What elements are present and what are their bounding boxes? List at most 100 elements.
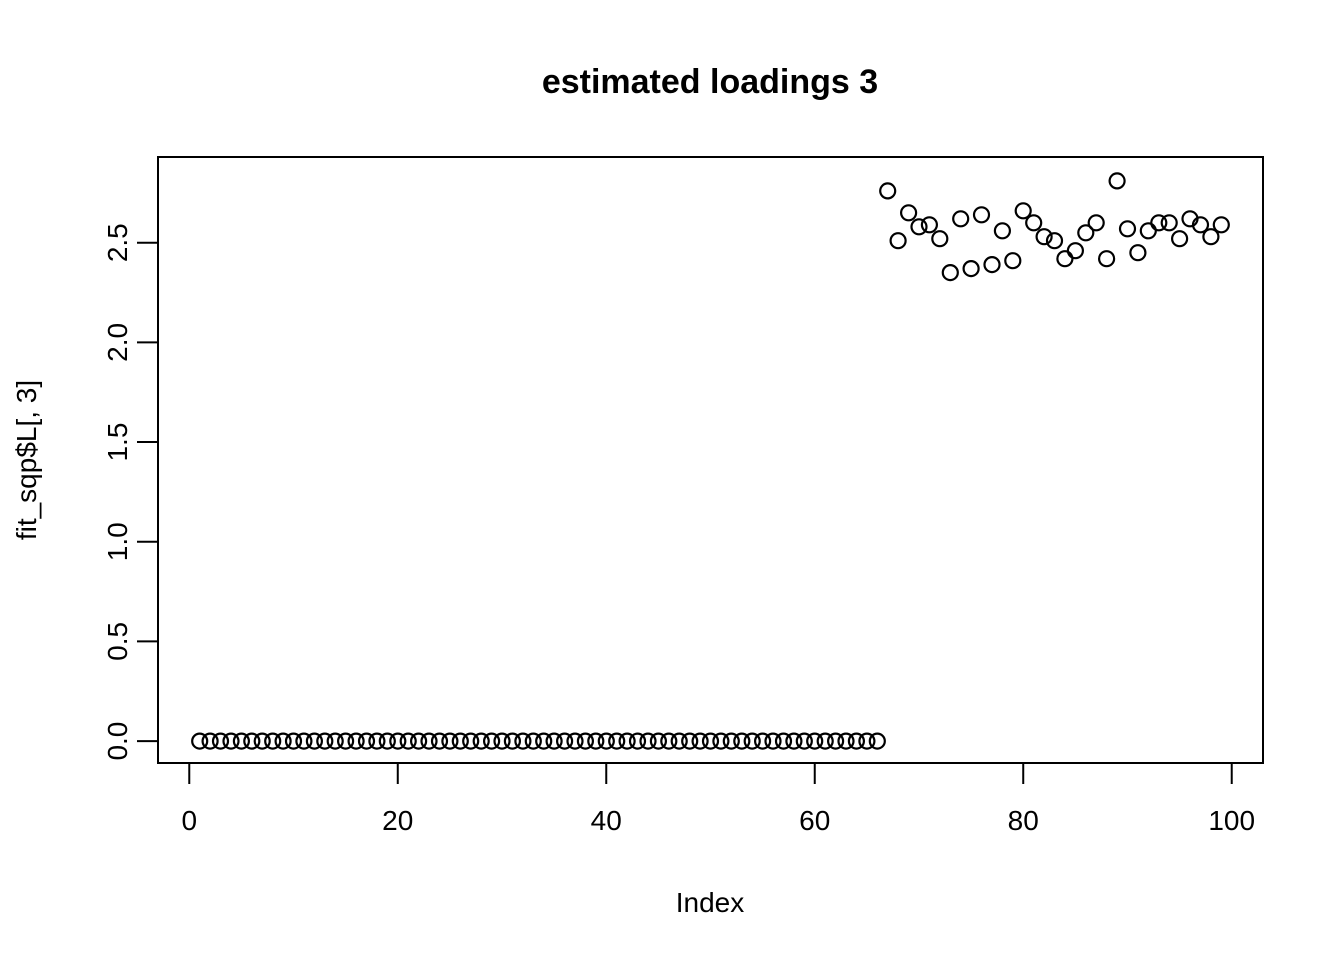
- data-point: [222, 732, 240, 750]
- data-point: [618, 732, 636, 750]
- y-axis-label: fit_sqp$L[, 3]: [11, 380, 42, 540]
- data-point: [962, 260, 980, 278]
- data-point: [649, 732, 668, 750]
- data-point: [1035, 228, 1053, 246]
- data-point: [733, 732, 751, 750]
- data-point: [347, 732, 365, 750]
- data-point: [555, 732, 574, 750]
- x-tick-label: 20: [382, 805, 413, 836]
- data-point: [952, 210, 970, 228]
- data-point: [472, 732, 490, 750]
- data-point: [264, 732, 282, 750]
- data-point: [712, 732, 730, 750]
- data-point: [753, 732, 772, 750]
- data-point: [201, 732, 219, 750]
- data-point: [587, 732, 605, 750]
- plot-title: estimated loadings 3: [542, 63, 878, 101]
- data-point: [316, 732, 334, 750]
- data-point: [691, 732, 709, 750]
- data-point: [774, 732, 793, 750]
- data-point: [1025, 214, 1043, 232]
- data-point: [899, 204, 918, 222]
- data-point: [806, 732, 824, 750]
- data-point: [1212, 216, 1230, 234]
- data-point: [910, 218, 928, 236]
- plot-area: [157, 156, 1264, 764]
- data-point: [326, 732, 344, 750]
- data-point: [305, 732, 323, 750]
- x-tick-label: 80: [1008, 805, 1039, 836]
- data-point: [879, 182, 897, 200]
- data-point: [597, 732, 615, 750]
- y-tick-label: 0.5: [102, 622, 133, 661]
- data-point: [483, 732, 501, 750]
- data-point: [566, 732, 584, 750]
- data-point: [243, 732, 261, 750]
- data-point: [628, 732, 647, 750]
- data-point: [389, 732, 407, 750]
- data-point: [1160, 214, 1178, 232]
- y-tick-label: 2.5: [102, 223, 133, 262]
- data-point: [1118, 220, 1137, 238]
- data-point: [1129, 244, 1147, 262]
- data-point: [545, 732, 563, 750]
- data-point: [972, 206, 991, 224]
- data-point: [462, 732, 480, 750]
- data-points: [191, 172, 1230, 750]
- data-point: [441, 732, 459, 750]
- data-point: [493, 732, 511, 750]
- data-point: [764, 732, 782, 750]
- data-point: [357, 732, 376, 750]
- x-axis: 0 20 40 60 80 100: [181, 763, 1255, 836]
- data-point: [410, 732, 428, 750]
- data-point: [660, 732, 678, 750]
- data-point: [232, 732, 250, 750]
- data-point: [785, 732, 803, 750]
- data-point: [1077, 224, 1095, 242]
- y-axis: 0.0 0.5 1.0 1.5 2.0 2.5: [102, 223, 158, 761]
- data-point: [941, 264, 959, 282]
- data-point: [1045, 232, 1064, 250]
- data-point: [368, 732, 386, 750]
- data-point: [889, 232, 907, 250]
- data-point: [1066, 242, 1085, 260]
- data-point: [535, 732, 553, 750]
- data-point: [920, 216, 939, 234]
- data-point: [608, 732, 626, 750]
- y-tick-label: 2.0: [102, 323, 133, 362]
- x-axis-label: Index: [676, 887, 745, 918]
- data-point: [670, 732, 688, 750]
- data-point: [1097, 250, 1116, 268]
- data-point: [191, 732, 209, 750]
- data-point: [211, 732, 230, 750]
- data-point: [1108, 172, 1126, 190]
- data-point: [576, 732, 595, 750]
- data-point: [1150, 214, 1168, 232]
- data-point: [378, 732, 396, 750]
- data-point: [743, 732, 761, 750]
- data-point: [722, 732, 740, 750]
- data-point: [420, 732, 438, 750]
- data-point: [1087, 214, 1105, 232]
- data-point: [847, 732, 866, 750]
- data-point: [795, 732, 813, 750]
- data-point: [639, 732, 657, 750]
- data-point: [284, 732, 303, 750]
- x-tick-label: 0: [181, 805, 197, 836]
- y-tick-label: 1.0: [102, 522, 133, 561]
- y-tick-label: 1.5: [102, 423, 133, 462]
- data-point: [524, 732, 542, 750]
- data-point: [451, 732, 469, 750]
- data-point: [514, 732, 532, 750]
- data-point: [399, 732, 417, 750]
- data-point: [1170, 230, 1189, 248]
- data-point: [858, 732, 876, 750]
- data-point: [826, 732, 845, 750]
- data-point: [701, 732, 720, 750]
- data-point: [1191, 216, 1210, 234]
- data-point: [837, 732, 855, 750]
- x-tick-label: 40: [591, 805, 622, 836]
